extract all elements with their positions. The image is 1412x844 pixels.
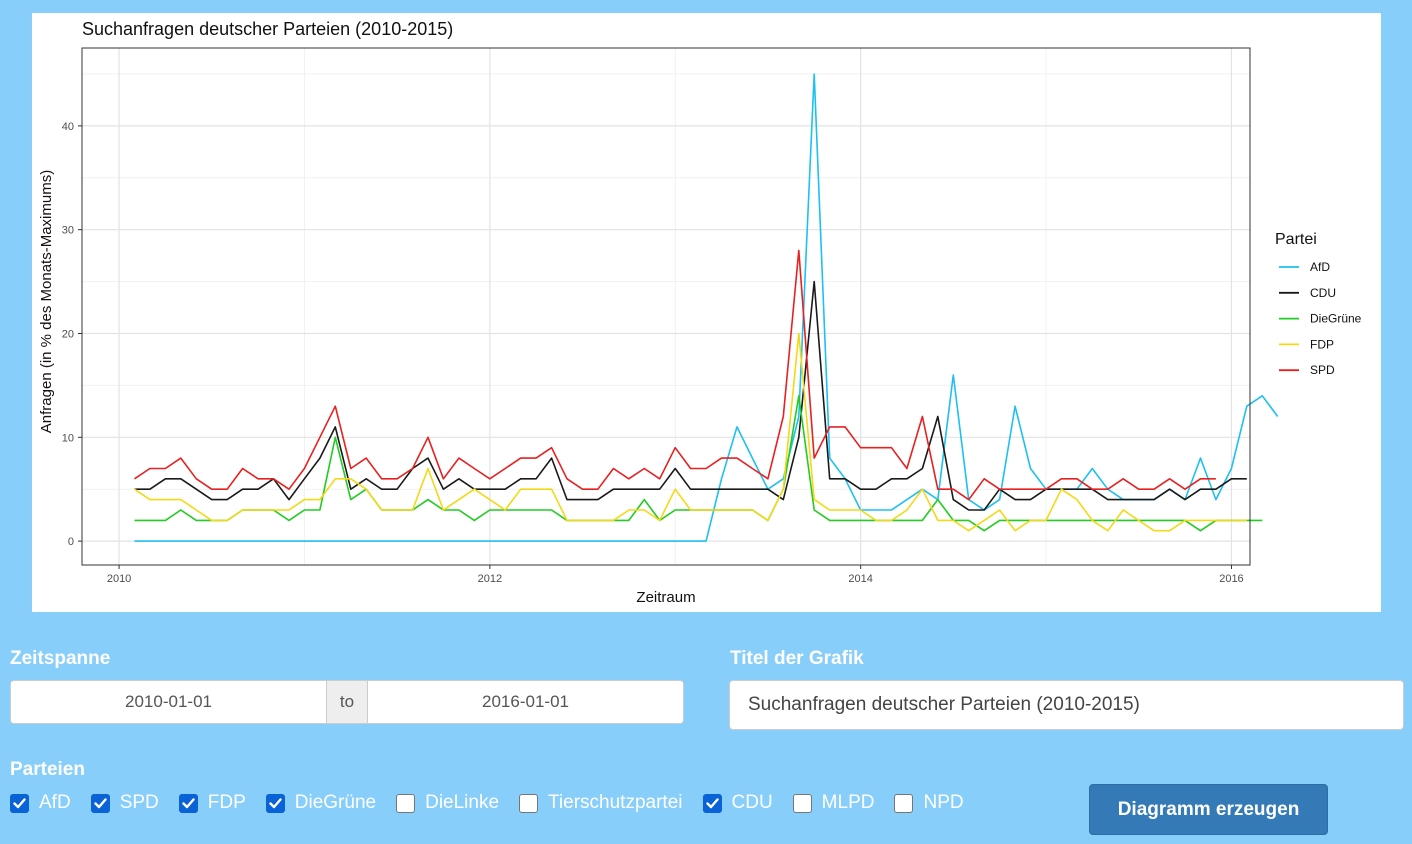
plot-panel: 0 10 20 30 40 2010 2012 2014 2016 Suchanfragen de… bbox=[32, 13, 1381, 612]
start-date-input[interactable] bbox=[11, 681, 326, 723]
party-checkbox-fdp[interactable]: FDP bbox=[178, 792, 246, 814]
chart-title: Suchanfragen deutscher Parteien (2010-20… bbox=[82, 19, 453, 39]
y-tick-label: 30 bbox=[62, 225, 74, 237]
checkbox-label: CDU bbox=[731, 792, 773, 813]
party-checkbox-diegrüne[interactable]: DieGrüne bbox=[265, 792, 377, 814]
x-tick-label: 2012 bbox=[478, 573, 502, 585]
party-checkbox-afd[interactable]: AfD bbox=[10, 792, 71, 814]
checkbox[interactable] bbox=[792, 793, 812, 813]
y-tick-label: 0 bbox=[68, 536, 74, 548]
party-checkbox-tierschutzpartei[interactable]: Tierschutzpartei bbox=[519, 792, 683, 814]
checkbox[interactable] bbox=[519, 793, 539, 813]
party-checkbox-spd[interactable]: SPD bbox=[90, 792, 159, 814]
checkbox-label: MLPD bbox=[821, 792, 875, 813]
party-checkbox-dielinke[interactable]: DieLinke bbox=[396, 792, 499, 814]
legend-label: SPD bbox=[1310, 363, 1335, 377]
line-chart: 0 10 20 30 40 2010 2012 2014 2016 Suchanfragen de… bbox=[38, 19, 1362, 606]
series-line-afd bbox=[134, 73, 1279, 542]
titel-label: Titel der Grafik bbox=[730, 648, 864, 669]
checkbox-label: SPD bbox=[119, 792, 159, 813]
y-axis-label: Anfragen (in % des Monats-Maximums) bbox=[38, 170, 55, 433]
checkbox-label: Tierschutzpartei bbox=[548, 792, 683, 813]
checkbox[interactable] bbox=[90, 793, 110, 813]
party-checkbox-cdu[interactable]: CDU bbox=[702, 792, 773, 814]
parteien-label: Parteien bbox=[10, 759, 85, 780]
checkbox-label: AfD bbox=[39, 792, 71, 813]
y-tick-label: 20 bbox=[62, 328, 74, 340]
date-separator: to bbox=[326, 681, 368, 723]
checkbox[interactable] bbox=[702, 793, 722, 813]
check-icon bbox=[93, 797, 107, 808]
check-icon bbox=[182, 797, 195, 808]
title-input[interactable] bbox=[729, 680, 1404, 730]
legend-label: FDP bbox=[1310, 337, 1334, 351]
x-tick-label: 2010 bbox=[107, 573, 131, 585]
diagramm-erzeugen-button[interactable]: Diagramm erzeugen bbox=[1089, 784, 1328, 835]
legend-title: Partei bbox=[1275, 231, 1317, 248]
checkbox-label: DieGrüne bbox=[294, 792, 377, 813]
end-date-input[interactable] bbox=[368, 681, 683, 723]
checkbox[interactable] bbox=[894, 793, 914, 813]
checkbox[interactable] bbox=[265, 793, 285, 813]
checkbox-label: FDP bbox=[207, 792, 246, 813]
series-line-cdu bbox=[134, 280, 1247, 511]
legend-label: DieGrüne bbox=[1310, 312, 1362, 326]
checkbox[interactable] bbox=[178, 793, 198, 813]
party-checkbox-mlpd[interactable]: MLPD bbox=[792, 792, 875, 814]
x-tick-label: 2016 bbox=[1219, 573, 1243, 585]
x-axis-label: Zeitraum bbox=[636, 589, 695, 606]
check-icon bbox=[705, 797, 719, 808]
checkbox-label: DieLinke bbox=[425, 792, 500, 813]
date-range-input: to bbox=[10, 680, 684, 724]
legend-label: CDU bbox=[1310, 286, 1336, 300]
checkbox-label: NPD bbox=[923, 792, 964, 813]
x-tick-label: 2014 bbox=[848, 573, 872, 585]
party-checkbox-group: AfD SPD FDP DieGrüne DieLinke Tierschutzparte… bbox=[10, 792, 984, 814]
series-line-fdp bbox=[134, 332, 1247, 532]
y-tick-label: 40 bbox=[62, 121, 74, 133]
check-icon bbox=[269, 797, 282, 808]
legend-label: AfD bbox=[1310, 260, 1330, 274]
y-tick-label: 10 bbox=[62, 432, 74, 444]
checkbox[interactable] bbox=[396, 793, 416, 813]
zeitspanne-label: Zeitspanne bbox=[10, 648, 111, 669]
party-checkbox-npd[interactable]: NPD bbox=[894, 792, 964, 814]
check-icon bbox=[13, 797, 26, 808]
plot-border bbox=[81, 47, 1251, 566]
series-line-spd bbox=[134, 249, 1216, 501]
checkbox[interactable] bbox=[10, 793, 29, 813]
